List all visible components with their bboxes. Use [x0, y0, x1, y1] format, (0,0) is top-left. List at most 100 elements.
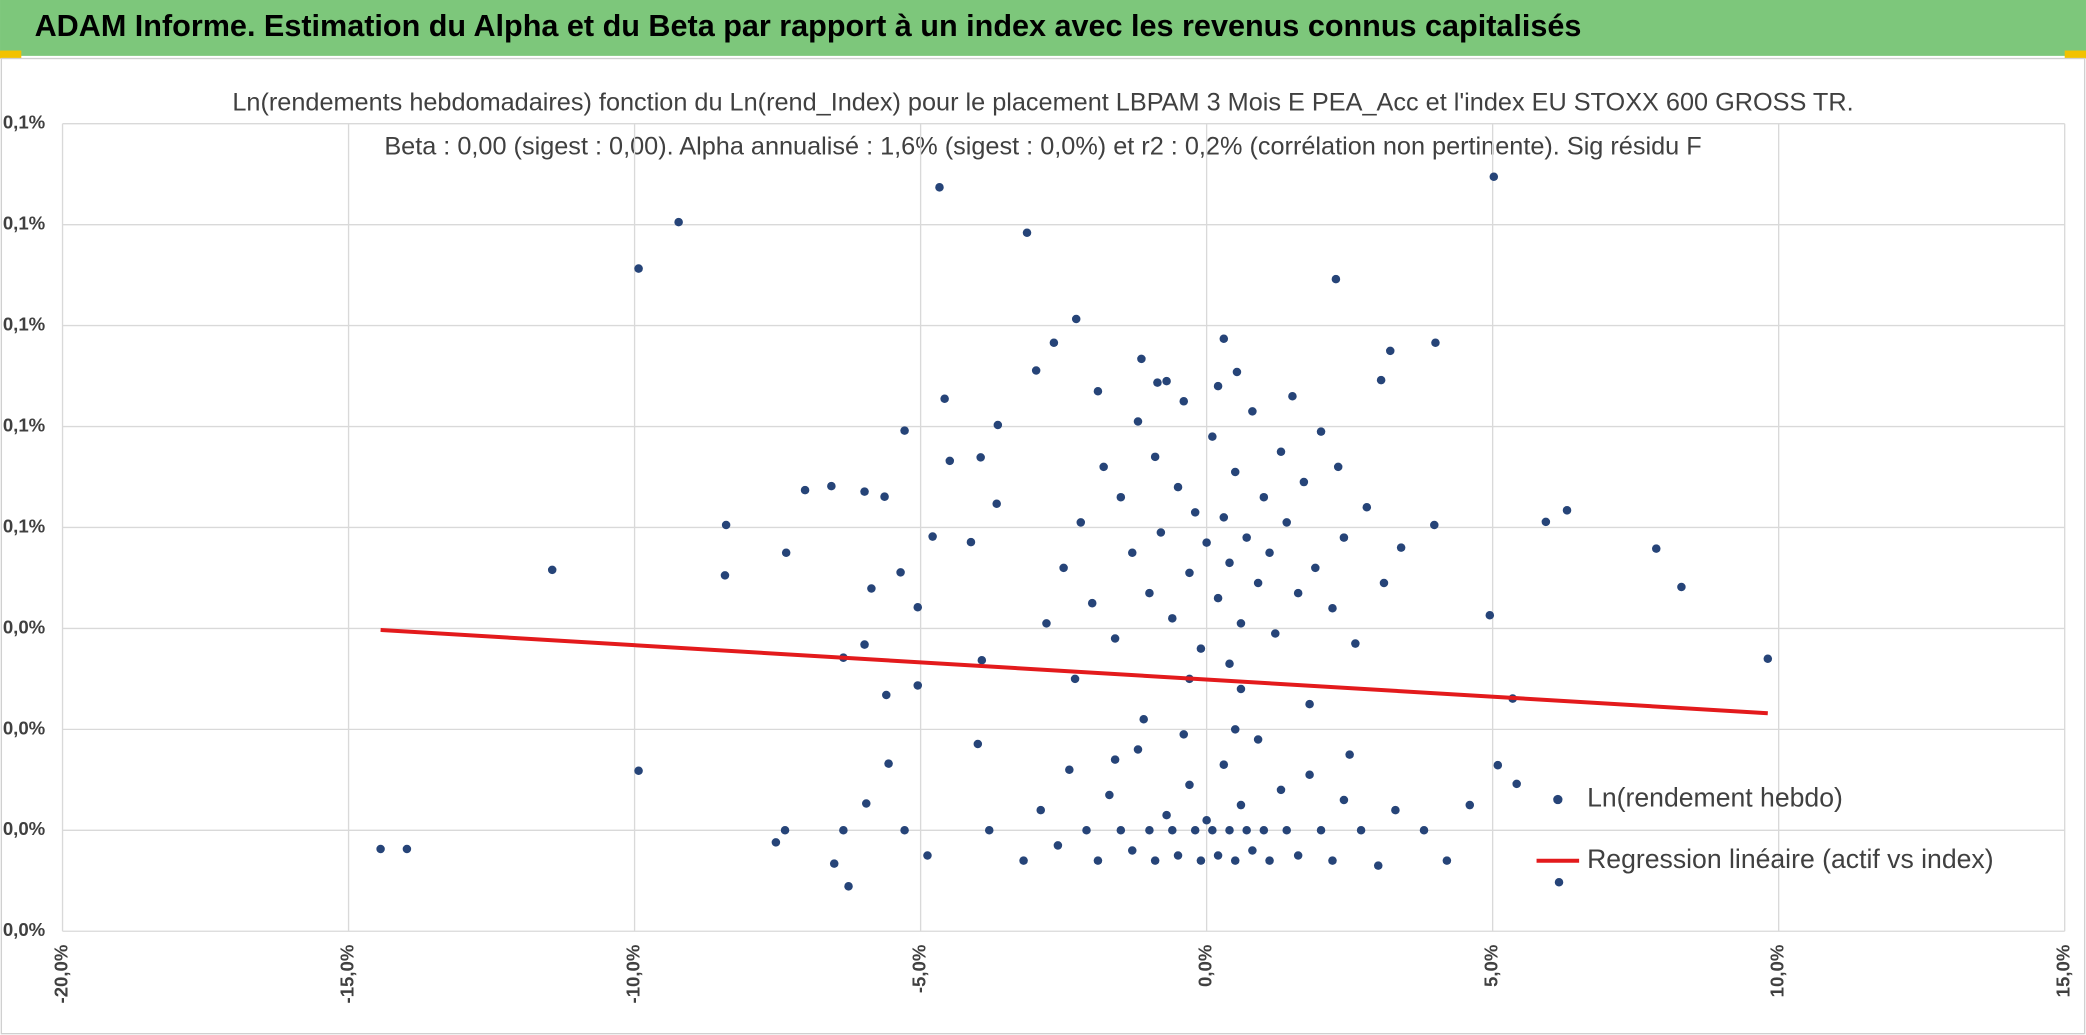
point — [1442, 856, 1452, 865]
point — [923, 851, 932, 860]
point — [1236, 684, 1246, 694]
point — [1208, 432, 1217, 441]
point — [1230, 725, 1240, 734]
point — [1145, 588, 1154, 598]
point — [1116, 826, 1126, 835]
point — [1219, 334, 1229, 343]
point — [1293, 851, 1303, 860]
point — [1213, 381, 1223, 391]
point — [1345, 750, 1354, 759]
point — [1162, 376, 1171, 386]
legend-label: Ln(rendement hebdo) — [1587, 783, 1843, 813]
point — [1059, 563, 1068, 573]
point — [1225, 659, 1234, 669]
point — [634, 766, 643, 775]
point — [827, 481, 836, 491]
regression-line — [380, 627, 1768, 716]
point — [781, 548, 791, 557]
point — [928, 532, 937, 541]
point — [1489, 172, 1499, 181]
y-tick-label: 0,1% — [3, 515, 46, 536]
point — [1065, 765, 1074, 774]
point — [1677, 582, 1686, 592]
point — [1236, 619, 1246, 628]
point — [1316, 427, 1326, 436]
point — [720, 571, 730, 580]
point — [1082, 826, 1091, 835]
point — [1168, 826, 1177, 835]
x-tick-label: 5,0% — [1481, 944, 1502, 987]
point — [1105, 790, 1114, 800]
y-tick-label: 0,1% — [3, 314, 46, 335]
point — [1190, 508, 1200, 517]
x-tick-label: 0,0% — [1195, 944, 1216, 987]
point — [1339, 533, 1349, 542]
point — [1328, 856, 1337, 865]
point — [1391, 805, 1400, 815]
chart-border — [0, 57, 2086, 1035]
point — [402, 844, 412, 854]
point — [800, 485, 810, 495]
point — [721, 520, 731, 530]
point — [1253, 735, 1263, 744]
point — [1431, 338, 1440, 348]
x-tick-label: -20,0% — [50, 944, 71, 1003]
point — [860, 487, 869, 496]
point — [1419, 826, 1429, 835]
point — [1293, 588, 1303, 598]
point — [1430, 520, 1439, 530]
point — [1145, 826, 1154, 835]
point — [977, 655, 987, 665]
point — [1282, 826, 1291, 835]
point — [1036, 805, 1045, 815]
point — [1242, 533, 1251, 542]
point — [896, 568, 905, 577]
point — [1179, 397, 1189, 406]
point — [913, 681, 923, 690]
point — [634, 264, 643, 273]
point — [1087, 598, 1097, 608]
x-tick-label: -10,0% — [623, 944, 644, 1003]
point — [1185, 568, 1194, 578]
point — [1133, 745, 1143, 754]
point — [984, 826, 994, 835]
point — [1333, 462, 1343, 472]
point — [1512, 779, 1521, 789]
point — [1248, 846, 1257, 855]
point — [1485, 611, 1495, 620]
point — [1099, 462, 1108, 472]
point — [1259, 492, 1269, 502]
corner — [0, 50, 22, 59]
point — [973, 739, 983, 749]
point — [1316, 826, 1326, 835]
point — [1213, 851, 1223, 860]
point — [1019, 856, 1028, 865]
point — [1173, 851, 1183, 860]
point — [1185, 780, 1194, 790]
legend-label: Regression linéaire (actif vs index) — [1587, 844, 1993, 874]
point — [1288, 391, 1297, 401]
point — [1356, 826, 1366, 835]
y-tick-label: 0,0% — [3, 818, 46, 839]
point — [976, 453, 985, 462]
y-tick-label: 0,0% — [3, 919, 46, 940]
point — [1049, 338, 1059, 348]
point — [993, 420, 1003, 430]
point — [860, 640, 869, 649]
point — [966, 537, 976, 547]
point — [1133, 417, 1143, 426]
header-title: ADAM Informe. Estimation du Alpha et du … — [35, 9, 1582, 43]
point — [867, 584, 876, 593]
point — [1150, 452, 1160, 462]
point — [780, 826, 790, 835]
point — [829, 859, 839, 868]
legend-marker — [1553, 794, 1563, 805]
point — [1373, 861, 1383, 870]
point — [1213, 593, 1223, 603]
point — [1305, 770, 1314, 780]
y-tick-label: 0,0% — [3, 717, 46, 738]
y-tick-label: 0,0% — [3, 616, 46, 637]
point — [1362, 503, 1372, 512]
point — [1219, 513, 1229, 522]
point — [1225, 826, 1234, 835]
